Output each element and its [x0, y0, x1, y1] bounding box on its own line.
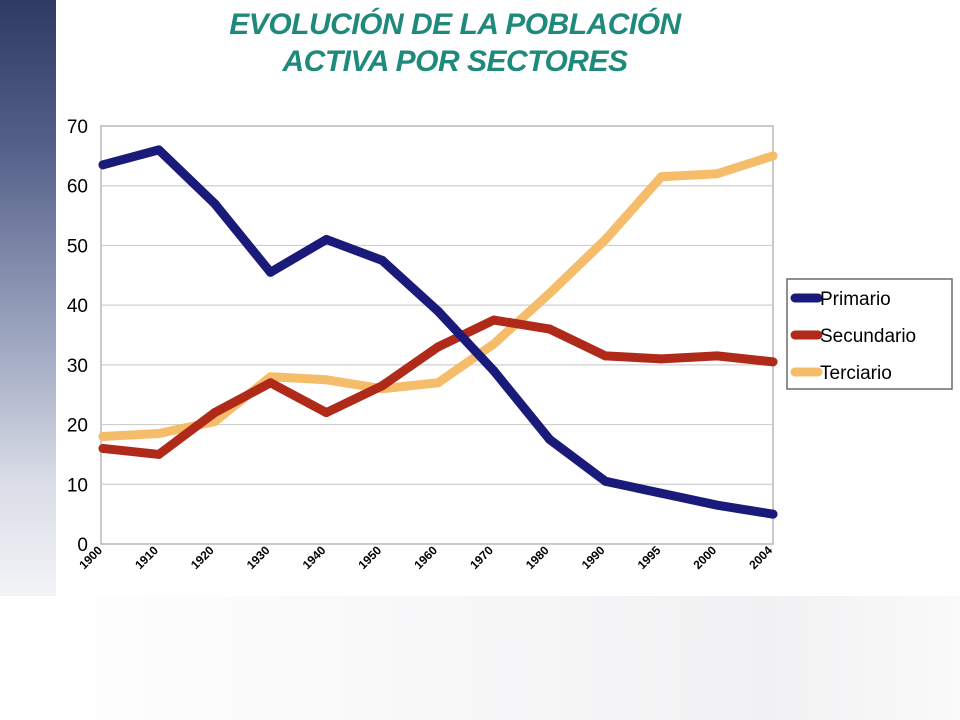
y-tick-label-40: 40	[67, 296, 88, 317]
legend-label-secundario: Secundario	[820, 326, 916, 347]
series-lines	[98, 145, 778, 519]
y-tick-label-30: 30	[67, 356, 88, 377]
data-point-primario-1910	[154, 145, 164, 155]
data-point-secundario-1910	[154, 449, 164, 459]
data-point-primario-1930	[266, 267, 275, 277]
data-point-secundario-1940	[321, 408, 331, 418]
data-point-primario-1995	[656, 488, 666, 498]
side-decoration-band	[0, 0, 56, 600]
y-tick-label-0: 0	[77, 535, 88, 556]
data-point-terciario-1910	[154, 429, 164, 439]
data-point-terciario-1980	[545, 288, 555, 298]
data-point-primario-2004	[768, 509, 778, 519]
slide-title-line-1: EVOLUCIÓN DE LA POBLACIÓN	[229, 8, 681, 41]
legend-label-terciario: Terciario	[820, 363, 892, 384]
data-point-terciario-1970	[489, 339, 499, 349]
slide-title: EVOLUCIÓN DE LA POBLACIÓN ACTIVA POR SEC…	[150, 6, 760, 80]
data-point-secundario-1900	[98, 443, 108, 453]
data-point-secundario-1995	[656, 354, 666, 364]
data-point-secundario-2000	[712, 351, 722, 361]
data-point-secundario-1980	[545, 324, 555, 334]
data-point-primario-1990	[601, 476, 610, 486]
bottom-fade-decoration	[0, 596, 960, 720]
data-point-secundario-1920	[210, 408, 220, 418]
data-point-secundario-1990	[601, 351, 610, 361]
y-tick-label-20: 20	[67, 416, 88, 437]
y-axis-ticks: 0 10 20 30 40 50 60 70	[67, 117, 88, 556]
data-point-primario-1980	[545, 435, 555, 444]
data-point-terciario-2000	[712, 169, 722, 179]
y-tick-label-60: 60	[67, 177, 88, 198]
data-point-terciario-2004	[768, 151, 778, 161]
legend: Primario Secundario Terciario	[786, 278, 953, 390]
data-point-primario-1920	[210, 199, 220, 209]
data-point-primario-1970	[489, 366, 499, 376]
data-point-terciario-1995	[656, 172, 666, 182]
data-point-secundario-1930	[266, 378, 275, 388]
data-point-primario-1960	[433, 306, 443, 316]
y-tick-label-70: 70	[67, 117, 88, 138]
legend-label-primario: Primario	[820, 289, 891, 310]
data-point-primario-1950	[377, 255, 387, 265]
data-point-primario-1900	[98, 160, 108, 170]
slide-title-line-2: ACTIVA POR SECTORES	[282, 45, 629, 78]
data-point-secundario-1950	[377, 381, 387, 391]
data-point-terciario-1940	[321, 375, 331, 385]
y-tick-label-10: 10	[67, 475, 88, 496]
plot-area	[100, 125, 774, 545]
data-point-terciario-1990	[601, 234, 610, 244]
data-point-terciario-1960	[433, 378, 443, 388]
data-point-secundario-2004	[768, 357, 778, 367]
data-point-secundario-1960	[433, 342, 443, 352]
data-point-primario-2000	[712, 500, 722, 510]
data-point-secundario-1970	[489, 315, 499, 325]
data-point-terciario-1900	[98, 432, 108, 442]
y-tick-label-50: 50	[67, 236, 88, 257]
data-point-primario-1940	[321, 234, 331, 244]
